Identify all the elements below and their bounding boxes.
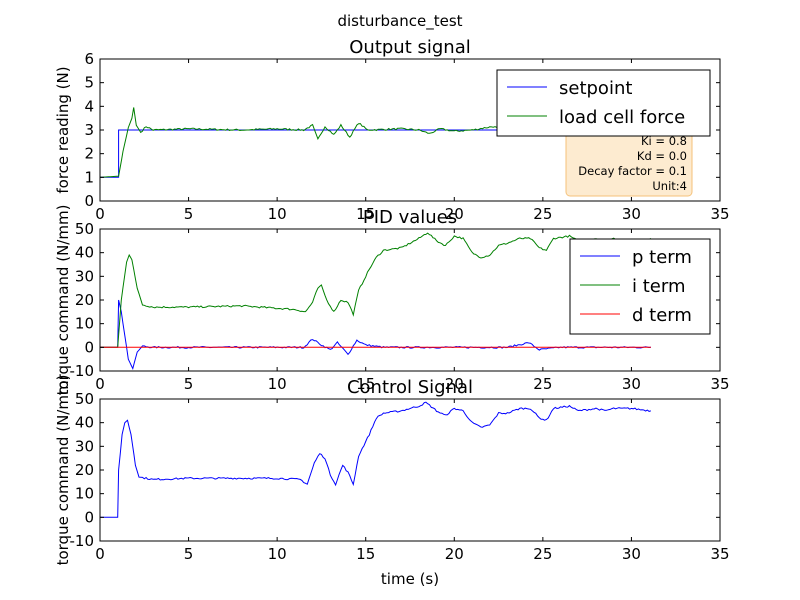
axes-layer: 0 5 10 15 20 25 30 35 0 1 2 3 4 5 6 Output signal force … [54, 37, 730, 588]
params-annotation-line: Ki = 0.8 [641, 134, 687, 148]
y-tick-label: -10 [70, 362, 95, 380]
y-tick-label: 4 [84, 97, 94, 115]
subplot-title: PID values [363, 207, 457, 228]
legend-label: p term [632, 247, 692, 268]
axes-frame [99, 398, 721, 542]
x-tick-label: 20 [445, 205, 464, 223]
series-line-load-cell-force [100, 107, 543, 178]
x-tick-label: 15 [356, 205, 375, 223]
x-tick-label: 30 [622, 545, 641, 563]
x-tick-label: 0 [95, 375, 105, 393]
y-tick-label: 1 [84, 168, 94, 186]
x-tick-label: 5 [184, 545, 194, 563]
x-tick-label: 10 [268, 545, 287, 563]
y-tick-label: 20 [75, 461, 94, 479]
y-tick-label: 40 [75, 244, 94, 262]
y-tick-label: 20 [75, 291, 94, 309]
params-annotation-line: Decay factor = 0.1 [578, 164, 687, 178]
subplot-title: Output signal [349, 37, 471, 58]
x-tick-label: 20 [445, 375, 464, 393]
figure-suptitle: disturbance_test [337, 12, 462, 31]
y-tick-label: 50 [75, 390, 94, 408]
legend-box [569, 238, 711, 335]
y-tick-label: 0 [84, 508, 94, 526]
params-annotation-line: Kd = 0.0 [637, 149, 687, 163]
legend-label: d term [632, 305, 692, 326]
x-tick-label: 35 [710, 545, 729, 563]
x-tick-label: 25 [533, 545, 552, 563]
x-tick-label: 5 [184, 375, 194, 393]
x-tick-label: 0 [95, 205, 105, 223]
x-tick-label: 35 [710, 205, 729, 223]
y-axis-label: torque command (N/mm) [54, 375, 72, 566]
x-tick-label: 25 [533, 205, 552, 223]
y-tick-label: 40 [75, 414, 94, 432]
y-tick-label: 50 [75, 220, 94, 238]
x-tick-label: 30 [622, 205, 641, 223]
legend-label: load cell force [559, 107, 685, 128]
params-annotation-line: Unit:4 [652, 179, 687, 193]
x-tick-label: 25 [533, 375, 552, 393]
y-tick-label: 3 [84, 121, 94, 139]
legend-label: i term [632, 276, 685, 297]
x-tick-label: 5 [184, 205, 194, 223]
x-tick-label: 20 [445, 545, 464, 563]
x-tick-label: 0 [95, 545, 105, 563]
x-tick-label: 35 [710, 375, 729, 393]
x-tick-label: 15 [356, 545, 375, 563]
y-axis-label: force reading (N) [54, 66, 72, 193]
legend-box [496, 69, 711, 137]
y-tick-label: 6 [84, 50, 94, 68]
x-tick-label: 30 [622, 375, 641, 393]
y-tick-label: 30 [75, 267, 94, 285]
y-tick-label: 10 [75, 315, 94, 333]
x-tick-label: 15 [356, 375, 375, 393]
y-axis-label: torque command (N/mm) [54, 205, 72, 396]
x-tick-label: 10 [268, 205, 287, 223]
y-tick-label: -10 [70, 532, 95, 550]
series-line-i-term [100, 232, 652, 348]
series-line-p-term [100, 299, 651, 371]
y-tick-label: 0 [84, 338, 94, 356]
x-tick-label: 10 [268, 375, 287, 393]
y-tick-label: 5 [84, 74, 94, 92]
y-tick-label: 10 [75, 485, 94, 503]
y-tick-label: 0 [84, 192, 94, 210]
subplot-1: 0 5 10 15 20 25 30 35 0 1 2 3 4 5 6 Output signal force … [54, 37, 730, 223]
series-line-control [100, 401, 652, 518]
x-axis-label: time (s) [381, 570, 439, 588]
y-tick-label: 2 [84, 145, 94, 163]
legend-label: setpoint [559, 78, 632, 99]
subplot-title: Control Signal [347, 377, 473, 398]
y-tick-label: 30 [75, 437, 94, 455]
